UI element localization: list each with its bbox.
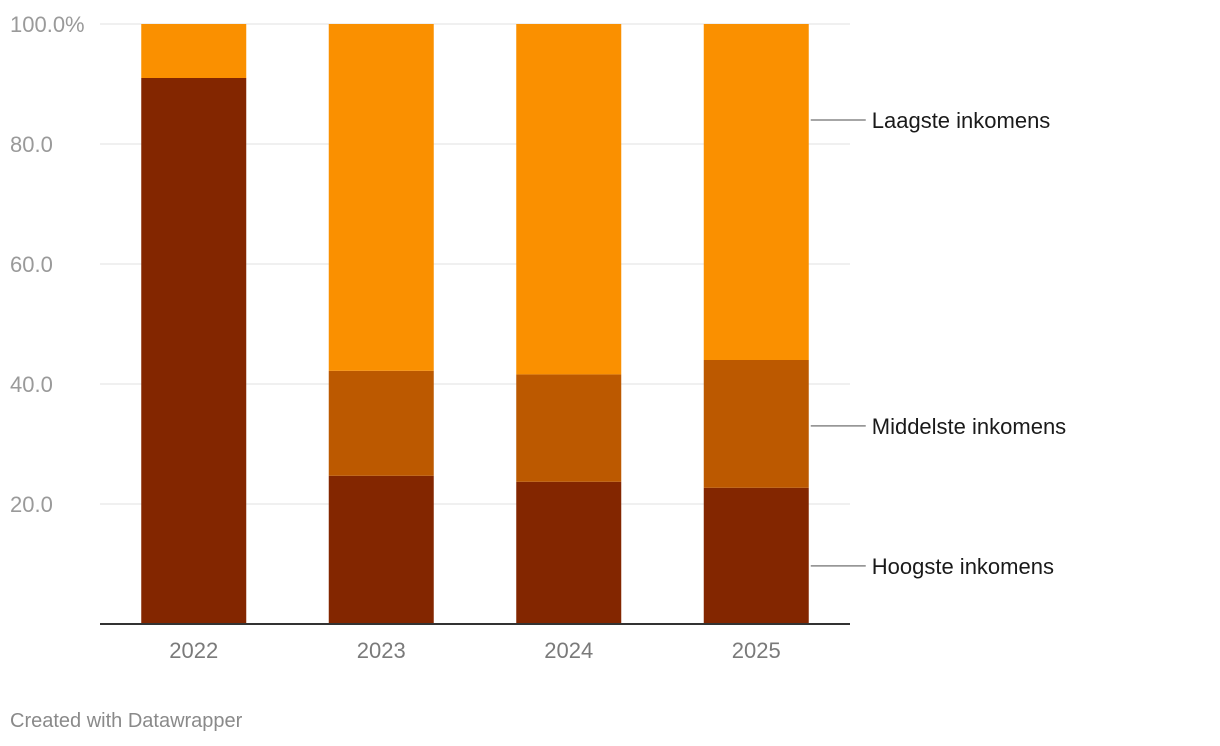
y-tick-label: 20.0 bbox=[10, 492, 53, 517]
credit-text: Created with Datawrapper bbox=[10, 710, 243, 732]
bar-2025-hoogste-inkomens bbox=[703, 487, 809, 624]
bar-2024-laagste-inkomens bbox=[516, 24, 622, 375]
bar-2025-middelste-inkomens bbox=[703, 360, 809, 488]
bar-2025-laagste-inkomens bbox=[703, 24, 809, 360]
y-tick-label: 100.0% bbox=[10, 12, 85, 37]
legend: Hoogste inkomens Middelste inkomens Laagst… bbox=[810, 108, 1066, 579]
bar-2024-hoogste-inkomens bbox=[516, 481, 622, 624]
y-tick-label: 40.0 bbox=[10, 372, 53, 397]
bar-2023-middelste-inkomens bbox=[328, 370, 434, 476]
stacked-bar-chart: 100.0% 80.0 60.0 40.0 20.0 2022 2023 2024 2025 H… bbox=[10, 12, 1066, 663]
y-tick-label: 80.0 bbox=[10, 132, 53, 157]
bars bbox=[141, 24, 809, 624]
bar-2022-hoogste-inkomens bbox=[141, 78, 247, 624]
bar-2022-laagste-inkomens bbox=[141, 24, 247, 78]
x-tick-label: 2023 bbox=[357, 638, 406, 663]
legend-label-middelste-inkomens: Middelste inkomens bbox=[872, 414, 1066, 439]
bar-2024-middelste-inkomens bbox=[516, 374, 622, 482]
bar-2023-hoogste-inkomens bbox=[328, 475, 434, 624]
x-tick-label: 2025 bbox=[732, 638, 781, 663]
legend-label-laagste-inkomens: Laagste inkomens bbox=[872, 108, 1051, 133]
y-tick-label: 60.0 bbox=[10, 252, 53, 277]
legend-label-hoogste-inkomens: Hoogste inkomens bbox=[872, 554, 1054, 579]
axes: 100.0% 80.0 60.0 40.0 20.0 2022 2023 2024 2025 bbox=[10, 12, 850, 663]
x-tick-label: 2024 bbox=[544, 638, 593, 663]
x-tick-label: 2022 bbox=[169, 638, 218, 663]
bar-2023-laagste-inkomens bbox=[328, 24, 434, 371]
